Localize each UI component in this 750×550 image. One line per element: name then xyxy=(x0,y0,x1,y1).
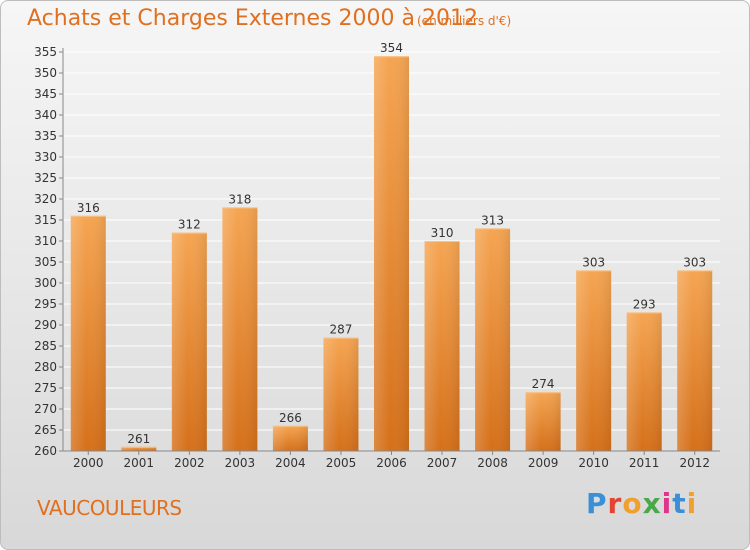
x-tick-label: 2000 xyxy=(73,456,104,470)
bar-shade xyxy=(525,392,561,451)
data-label: 266 xyxy=(279,411,302,425)
y-tick-label: 320 xyxy=(34,192,57,206)
y-tick-label: 260 xyxy=(34,444,57,458)
commune-name: VAUCOULEURS xyxy=(37,496,182,520)
data-label: 303 xyxy=(582,255,605,269)
y-tick-label: 305 xyxy=(34,255,57,269)
y-tick-label: 280 xyxy=(34,360,57,374)
x-tick-label: 2005 xyxy=(326,456,357,470)
y-tick-label: 270 xyxy=(34,402,57,416)
logo-letter: r xyxy=(607,487,623,520)
logo-letter: t xyxy=(672,487,687,520)
logo-letter: i xyxy=(686,487,698,520)
data-label: 313 xyxy=(481,213,504,227)
bar-shade xyxy=(222,207,258,451)
y-tick-label: 290 xyxy=(34,318,57,332)
x-tick-label: 2012 xyxy=(679,456,710,470)
bar-shade xyxy=(576,270,612,451)
logo-letter: x xyxy=(642,487,662,520)
data-label: 354 xyxy=(380,41,403,55)
data-label: 274 xyxy=(532,377,555,391)
data-label: 318 xyxy=(228,192,251,206)
y-tick-label: 340 xyxy=(34,108,57,122)
bar-shade xyxy=(121,446,157,451)
bar-shade xyxy=(677,270,713,451)
x-tick-label: 2009 xyxy=(528,456,559,470)
proxiti-logo: Proxiti xyxy=(586,487,697,520)
x-tick-label: 2008 xyxy=(477,456,508,470)
logo-letter: i xyxy=(661,487,673,520)
y-tick-label: 335 xyxy=(34,129,57,143)
bar-shade xyxy=(626,312,662,451)
logo-letter: o xyxy=(622,487,643,520)
x-tick-label: 2007 xyxy=(427,456,458,470)
labels: 316 261 312 318 266 287 354 310 313 274 303 293 303 xyxy=(77,41,706,446)
y-tick-label: 300 xyxy=(34,276,57,290)
x-tick-label: 2003 xyxy=(225,456,256,470)
y-tick-label: 345 xyxy=(34,87,57,101)
logo-letter: P xyxy=(586,487,608,520)
bar-shade xyxy=(323,337,359,451)
bar-shade xyxy=(171,232,207,451)
data-label: 316 xyxy=(77,201,100,215)
y-tick-label: 315 xyxy=(34,213,57,227)
y-tick-label: 265 xyxy=(34,423,57,437)
y-tick-label: 325 xyxy=(34,171,57,185)
bar-shade xyxy=(272,425,308,451)
data-label: 261 xyxy=(127,432,150,446)
axes: 260 265 270 275 280 285 290 295 300 305 310 315 320 3… xyxy=(34,45,720,470)
bar-shade xyxy=(424,241,460,451)
x-tick-label: 2002 xyxy=(174,456,205,470)
chart-title: Achats et Charges Externes 2000 à 2012 xyxy=(27,6,478,31)
y-tick-label: 310 xyxy=(34,234,57,248)
x-tick-label: 2001 xyxy=(124,456,155,470)
y-tick-label: 350 xyxy=(34,66,57,80)
data-label: 310 xyxy=(431,226,454,240)
chart-subtitle: (en milliers d'€) xyxy=(417,14,512,28)
bar-shade xyxy=(70,215,106,451)
y-tick-label: 355 xyxy=(34,45,57,59)
y-tick-label: 285 xyxy=(34,339,57,353)
bar-shade xyxy=(374,56,409,451)
x-tick-label: 2004 xyxy=(275,456,306,470)
y-tick-label: 295 xyxy=(34,297,57,311)
data-label: 287 xyxy=(330,323,353,337)
x-tick-label: 2011 xyxy=(629,456,660,470)
x-tick-label: 2006 xyxy=(376,456,407,470)
x-tick-label: 2010 xyxy=(578,456,609,470)
y-tick-label: 330 xyxy=(34,150,57,164)
y-tick-label: 275 xyxy=(34,381,57,395)
data-label: 303 xyxy=(683,255,706,269)
bar-shade xyxy=(475,228,511,451)
data-label: 312 xyxy=(178,218,201,232)
bars xyxy=(70,56,713,451)
data-label: 293 xyxy=(633,297,656,311)
